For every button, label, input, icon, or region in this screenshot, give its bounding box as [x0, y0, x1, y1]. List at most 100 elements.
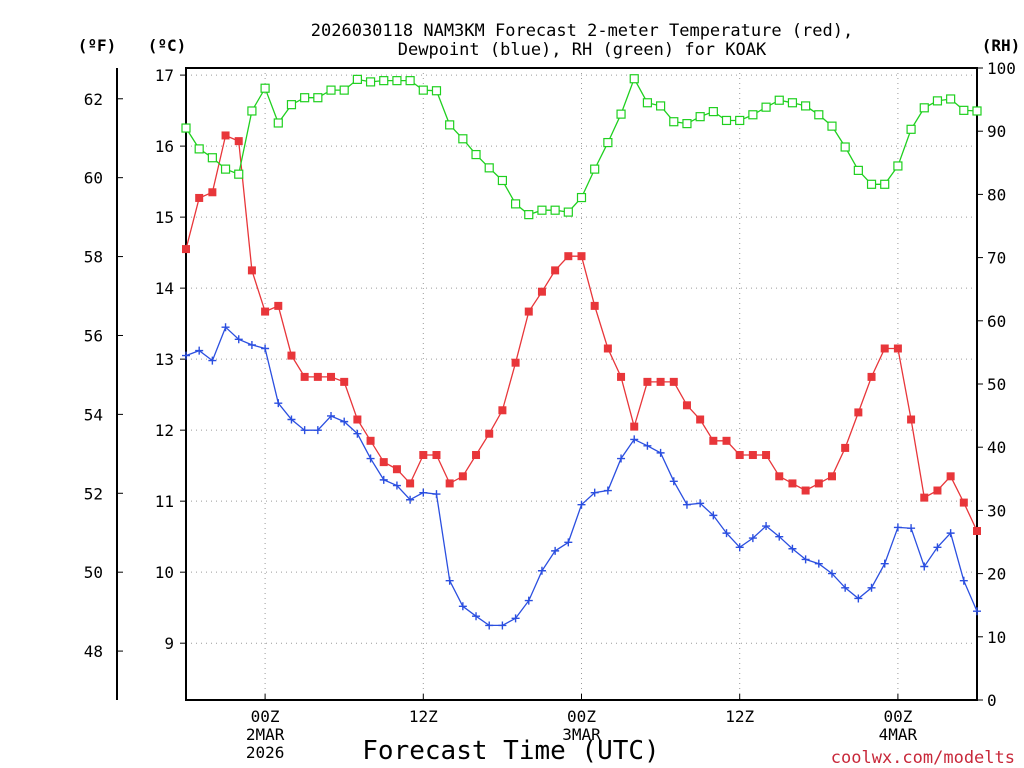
data-series — [181, 74, 982, 630]
relative-humidity-point — [655, 101, 666, 111]
relative-humidity-point — [510, 199, 521, 209]
celsius-tick-label: 13 — [155, 350, 174, 369]
temperature-point — [709, 436, 718, 445]
fahrenheit-tick-label: 58 — [84, 248, 103, 267]
celsius-tick-label: 14 — [155, 279, 174, 298]
dewpoint-point — [340, 417, 349, 426]
temperature-point — [748, 451, 757, 460]
fahrenheit-tick-label: 60 — [84, 169, 103, 188]
temperature-point — [643, 377, 652, 386]
relative-humidity-point — [682, 119, 692, 129]
x-tick-label: 00Z — [567, 707, 596, 726]
relative-humidity-point — [695, 112, 705, 122]
temperature-point — [472, 451, 481, 460]
temperature-point — [590, 301, 599, 310]
temperature-point — [775, 472, 784, 481]
rh-tick-label: 80 — [987, 185, 1006, 204]
relative-humidity-point — [866, 179, 877, 189]
temperature-point — [406, 479, 415, 488]
dewpoint-point — [485, 621, 494, 630]
relative-humidity-point — [392, 76, 402, 86]
relative-humidity-point — [471, 149, 481, 160]
temperature-point — [933, 486, 942, 495]
dewpoint-point — [959, 576, 968, 585]
temperature-point — [617, 372, 626, 381]
relative-humidity-point — [550, 205, 560, 215]
x-tick-label: 00Z — [883, 707, 912, 726]
dewpoint-point — [313, 426, 322, 435]
dewpoint-point — [366, 454, 375, 463]
relative-humidity-point — [801, 101, 811, 111]
dewpoint-point — [946, 529, 955, 538]
dewpoint-point — [208, 356, 217, 365]
relative-humidity-point — [946, 94, 956, 104]
dewpoint-point — [577, 500, 586, 509]
dewpoint-point — [379, 475, 388, 484]
temperature-point — [353, 415, 362, 424]
relative-humidity-point — [603, 137, 613, 148]
temperature-point — [603, 344, 612, 353]
dewpoint-point — [867, 583, 876, 592]
source-credit: coolwx.com/modelts — [831, 748, 1015, 768]
temperature-point — [577, 252, 586, 261]
relative-humidity-point — [405, 76, 415, 86]
relative-humidity-point — [669, 117, 679, 127]
x-tick-label: 4MAR — [879, 725, 918, 744]
relative-humidity-point — [748, 110, 758, 120]
temperature-point — [234, 137, 243, 146]
dewpoint-point — [406, 495, 415, 504]
dewpoint-point — [788, 544, 797, 553]
dewpoint-point — [617, 454, 626, 463]
relative-humidity-point — [220, 164, 231, 174]
temperature-point — [854, 408, 863, 417]
x-axis-title: Forecast Time (UTC) — [362, 736, 659, 766]
dewpoint-point — [247, 340, 256, 349]
relative-humidity-point — [273, 118, 283, 128]
dewpoint-point — [801, 555, 810, 564]
rh-tick-label: 20 — [987, 565, 1006, 584]
celsius-tick-label: 17 — [155, 66, 174, 85]
rh-tick-label: 90 — [987, 122, 1006, 141]
relative-humidity-point — [853, 165, 863, 175]
relative-humidity-point — [880, 179, 890, 189]
dewpoint-point — [498, 621, 507, 630]
rh-tick-label: 60 — [987, 312, 1006, 331]
relative-humidity-point — [735, 115, 745, 126]
temperature-point — [920, 493, 929, 502]
relative-humidity-point — [431, 86, 442, 96]
temperature-point — [432, 451, 441, 460]
fahrenheit-tick-label: 54 — [84, 405, 103, 424]
relative-humidity-point — [497, 175, 507, 186]
dewpoint-point — [432, 490, 441, 499]
relative-humidity-point — [207, 153, 217, 163]
dewpoint-point — [524, 596, 533, 605]
celsius-axis-label: (ºC) — [148, 36, 187, 55]
rh-tick-label: 30 — [987, 501, 1006, 520]
rh-axis-label: (RH) — [982, 36, 1021, 55]
dewpoint-point — [353, 429, 362, 438]
celsius-tick-label: 9 — [164, 634, 174, 653]
celsius-tick-label: 12 — [155, 421, 174, 440]
dewpoint-point — [182, 351, 190, 360]
dewpoint-line — [185, 326, 978, 627]
dewpoint-point — [287, 415, 296, 424]
relative-humidity-point — [313, 93, 323, 103]
dewpoint-point — [669, 477, 678, 486]
dewpoint-point — [814, 559, 823, 568]
temperature-point — [788, 479, 797, 488]
relative-humidity-point — [576, 192, 587, 203]
relative-humidity-point — [787, 98, 798, 108]
temperature-point — [287, 351, 296, 360]
relative-humidity-point — [708, 107, 718, 117]
temperature-point — [551, 266, 560, 275]
celsius-tick-label: 10 — [155, 563, 174, 582]
relative-humidity-point — [959, 105, 969, 115]
temperature-point — [880, 344, 889, 353]
dewpoint-point — [419, 488, 428, 497]
relative-humidity-point — [537, 205, 547, 215]
temperature-point — [722, 436, 731, 445]
relative-humidity-point — [919, 103, 929, 113]
relative-humidity-point — [484, 163, 494, 173]
dewpoint-point — [933, 543, 942, 552]
